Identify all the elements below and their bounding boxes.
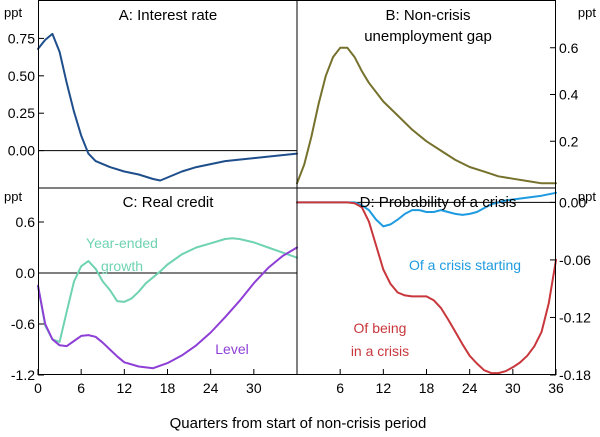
series-layer (37, 32, 557, 375)
panel-a-title: A: Interest rate (119, 7, 217, 24)
panel-c-ytick-label: -0.6 (11, 316, 35, 332)
panel-d-title: D: Probability of a crisis (360, 194, 517, 211)
label-year-ended-growth-2: growth (101, 258, 143, 274)
panel-d-ytick-label: 0.00 (559, 194, 586, 210)
panel-c-xtick-label: 30 (246, 380, 262, 396)
panel-a-series-interest-rate (37, 32, 298, 182)
panel-d-xtick-label: 36 (548, 380, 564, 396)
panel-a-ytick-label: 0.00 (8, 143, 35, 159)
panel-frames (38, 0, 556, 375)
label-in-crisis-1: Of being (354, 320, 407, 336)
panel-c-xtick-label: 18 (160, 380, 176, 396)
panel-d-ytick-label: -0.18 (559, 367, 591, 383)
label-in-crisis-2: in a crisis (351, 343, 409, 359)
panel-a-ytick-label: 0.25 (8, 105, 35, 121)
panel-a-ytick-label: 0.50 (8, 68, 35, 84)
panel-d-xtick-label: 18 (419, 380, 435, 396)
panel-b-series-unemployment-gap (296, 46, 557, 185)
panel-c-ytick-label: -1.2 (11, 367, 35, 383)
panel-c-xtick-label: 6 (77, 380, 85, 396)
label-year-ended-growth-1: Year-ended (86, 235, 158, 251)
panel-c-xtick-label: 0 (34, 380, 42, 396)
panel-b-ytick-label: 0.6 (559, 40, 579, 56)
panel-b-title-line-2: unemployment gap (364, 28, 492, 45)
panel-c-series-year-ended-growth (37, 237, 298, 343)
panel-d-ytick-label: -0.06 (559, 252, 591, 268)
panel-d-xtick-label: 6 (336, 380, 344, 396)
panel-c-title: C: Real credit (123, 194, 215, 211)
panel-b-title-line-1: B: Non-crisis (385, 7, 470, 24)
panel-c-xtick-label: 12 (117, 380, 133, 396)
panel-c-ytick-label: 0.0 (16, 265, 36, 281)
panel-b-unit-label: ppt (578, 5, 596, 20)
panel-d-ytick-label: -0.12 (559, 309, 591, 325)
panel-b-ytick-label: 0.4 (559, 87, 579, 103)
panel-b-ytick-label: 0.2 (559, 133, 579, 149)
panel-d-unit-label: ppt (578, 189, 596, 204)
panel-d-series-of-a-crisis-starting (296, 191, 557, 228)
panel-d-series-of-being-in-a-crisis (296, 201, 557, 375)
panel-a-unit-label: ppt (4, 5, 22, 20)
x-axis-title: Quarters from start of non-crisis period (170, 415, 427, 432)
panel-d-xtick-label: 12 (376, 380, 392, 396)
panel-d-xtick-label: 24 (462, 380, 478, 396)
panel-a-ytick-label: 0.75 (8, 30, 35, 46)
panel-c-ytick-label: 0.6 (16, 214, 36, 230)
panel-c-unit-label: ppt (4, 189, 22, 204)
panel-d-xtick-label: 30 (505, 380, 521, 396)
panel-c-xtick-label: 24 (203, 380, 219, 396)
label-level: Level (215, 341, 248, 357)
label-crisis-starting: Of a crisis starting (409, 257, 521, 273)
tick-layer: 0.00 0.25 0.50 0.75 0.2 0.4 0.6 -1.2 -0.6 0.0 0.6 0… (8, 30, 591, 396)
panel-c-series-level (37, 246, 298, 370)
